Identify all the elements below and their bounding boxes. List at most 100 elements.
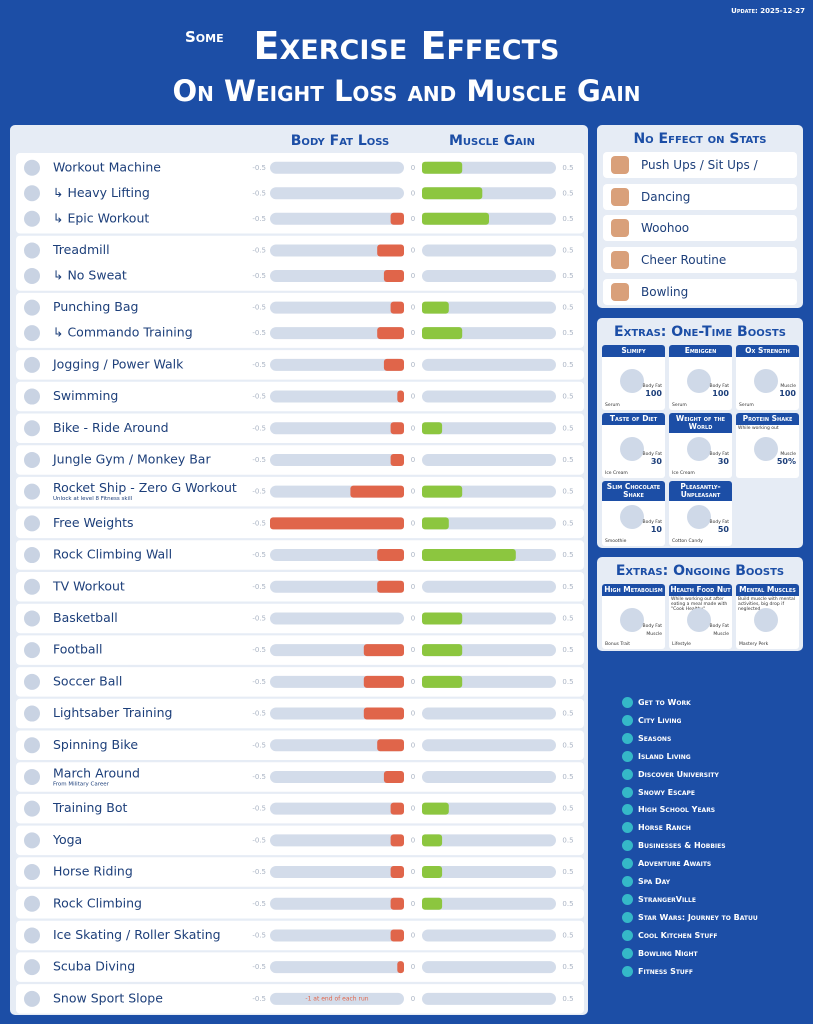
scale-label: 0.5 xyxy=(562,678,573,686)
scale-label: 0 xyxy=(411,246,415,254)
pack-name: Discover University xyxy=(638,769,719,779)
fat-bar xyxy=(383,358,404,371)
scale-label: -0.5 xyxy=(252,424,266,432)
activity-icon xyxy=(24,959,40,976)
pack-name: Bowling Night xyxy=(638,948,698,958)
item-label: Cheer Routine xyxy=(641,253,727,268)
effect-stat: Muscle xyxy=(780,452,796,457)
column-header: Body Fat Loss xyxy=(291,133,389,149)
muscle-bar xyxy=(422,422,443,435)
activity-icon xyxy=(24,451,40,468)
pack-legend-item: Bowling Night xyxy=(622,947,698,961)
muscle-track xyxy=(422,301,556,314)
scale-label: 0.5 xyxy=(562,741,573,749)
card-item: Mastery Perk xyxy=(739,642,769,647)
scale-label: 0 xyxy=(411,164,415,172)
fat-track xyxy=(270,802,404,815)
no-effect-item: Woohoo xyxy=(603,215,797,242)
scale-label: -0.5 xyxy=(252,519,266,527)
card-note: Build muscle with mental activities, big… xyxy=(738,597,795,612)
effect-amount: 30 xyxy=(650,457,662,466)
item-icon xyxy=(611,156,629,174)
muscle-bar xyxy=(422,612,463,625)
no-effect-item: Push Ups / Sit Ups / Stretch xyxy=(603,152,797,198)
boost-card: Slimify Serum Body Fat 100 xyxy=(602,345,665,410)
muscle-track xyxy=(422,358,556,371)
effects-table: Body Fat Loss Muscle Gain Workout Machin… xyxy=(10,125,588,1015)
scale-label: -0.5 xyxy=(252,710,266,718)
boost-card: Slim Chocolate Shake Smoothie Body Fat 10 xyxy=(602,481,665,546)
scale-label: 0.5 xyxy=(562,931,573,939)
effect-stat: Body Fat xyxy=(642,520,663,525)
card-picture xyxy=(620,369,644,393)
activity-icon xyxy=(24,356,40,373)
scale-label: 0 xyxy=(411,393,415,401)
scale-label: -0.5 xyxy=(252,304,266,312)
scale-label: 0 xyxy=(411,456,415,464)
muscle-bar xyxy=(422,897,443,910)
scale-label: 0.5 xyxy=(562,900,573,908)
fat-track xyxy=(270,161,404,174)
scale-label: 0.5 xyxy=(562,272,573,280)
scale-label: 0.5 xyxy=(562,805,573,813)
fat-bar xyxy=(390,301,404,314)
muscle-bar xyxy=(422,866,443,879)
scale-label: -0.5 xyxy=(252,931,266,939)
activity-name: ↳ No Sweat xyxy=(53,267,127,282)
activity-icon xyxy=(24,388,40,405)
boost-card: High Metabolism Bonus Trait Body Fat Muscle xyxy=(602,584,665,649)
scale-label: 0.5 xyxy=(562,868,573,876)
pack-icon xyxy=(622,929,633,941)
muscle-track xyxy=(422,802,556,815)
pack-name: StrangerVille xyxy=(638,894,696,904)
item-icon xyxy=(611,187,629,206)
fat-track xyxy=(270,580,404,593)
scale-label: 0.5 xyxy=(562,614,573,622)
card-title: Pleasantly-Unpleasant xyxy=(669,481,732,501)
scale-label: 0.5 xyxy=(562,215,573,223)
card-effect: Body Fat 100 xyxy=(643,384,663,398)
fat-track xyxy=(270,269,404,282)
scale-label: 0.5 xyxy=(562,488,573,496)
scale-label: 0 xyxy=(411,805,415,813)
column-header: Muscle Gain xyxy=(449,133,535,149)
fat-bar xyxy=(390,866,404,879)
fat-track xyxy=(270,187,404,200)
pack-legend-item: City Living xyxy=(622,714,681,728)
fat-track xyxy=(270,390,404,403)
card-title: Slim Chocolate Shake xyxy=(602,481,665,501)
item-icon xyxy=(611,282,629,301)
title: Exercise Effects xyxy=(253,24,560,68)
muscle-bar xyxy=(422,212,489,225)
panel-title: Extras: Ongoing Boosts xyxy=(615,563,785,579)
pack-legend-item: Star Wars: Journey to Batuu xyxy=(622,911,758,925)
scale-label: -0.5 xyxy=(252,773,266,781)
pack-legend-item: Businesses & Hobbies xyxy=(622,839,726,853)
pack-name: Spa Day xyxy=(638,877,671,886)
pack-legend-item: Horse Ranch xyxy=(622,821,691,835)
scale-label: 0 xyxy=(411,488,415,496)
card-picture xyxy=(754,369,778,393)
activity-icon xyxy=(24,210,40,227)
activity-icon xyxy=(24,483,40,500)
scale-label: -0.5 xyxy=(252,995,266,1003)
scale-label: -0.5 xyxy=(252,488,266,496)
activity-name: Spinning Bike xyxy=(53,737,138,752)
boost-card: Mental Muscles Build muscle with mental a… xyxy=(736,584,799,649)
activity-icon xyxy=(24,768,40,785)
scale-label: -0.5 xyxy=(252,836,266,844)
fat-track xyxy=(270,327,404,340)
scale-label: 0 xyxy=(411,189,415,197)
scale-label: 0 xyxy=(411,678,415,686)
fat-bar xyxy=(390,897,404,910)
activity-icon xyxy=(24,832,40,849)
effect-stat: Body Fat xyxy=(709,384,730,389)
boost-card: Pleasantly-Unpleasant Cotton Candy Body Fa… xyxy=(669,481,732,546)
card-item: Cotton Candy xyxy=(672,539,703,544)
card-item: Lifestyle xyxy=(672,642,691,647)
activity-note: From Military Career xyxy=(53,781,110,787)
one_time-panel: Extras: One-Time Boosts Slimify Serum Body … xyxy=(597,318,803,548)
pack-name: Get to Work xyxy=(638,698,691,707)
scale-label: 0 xyxy=(411,272,415,280)
subtitle: On Weight Loss and Muscle Gain xyxy=(172,74,641,108)
